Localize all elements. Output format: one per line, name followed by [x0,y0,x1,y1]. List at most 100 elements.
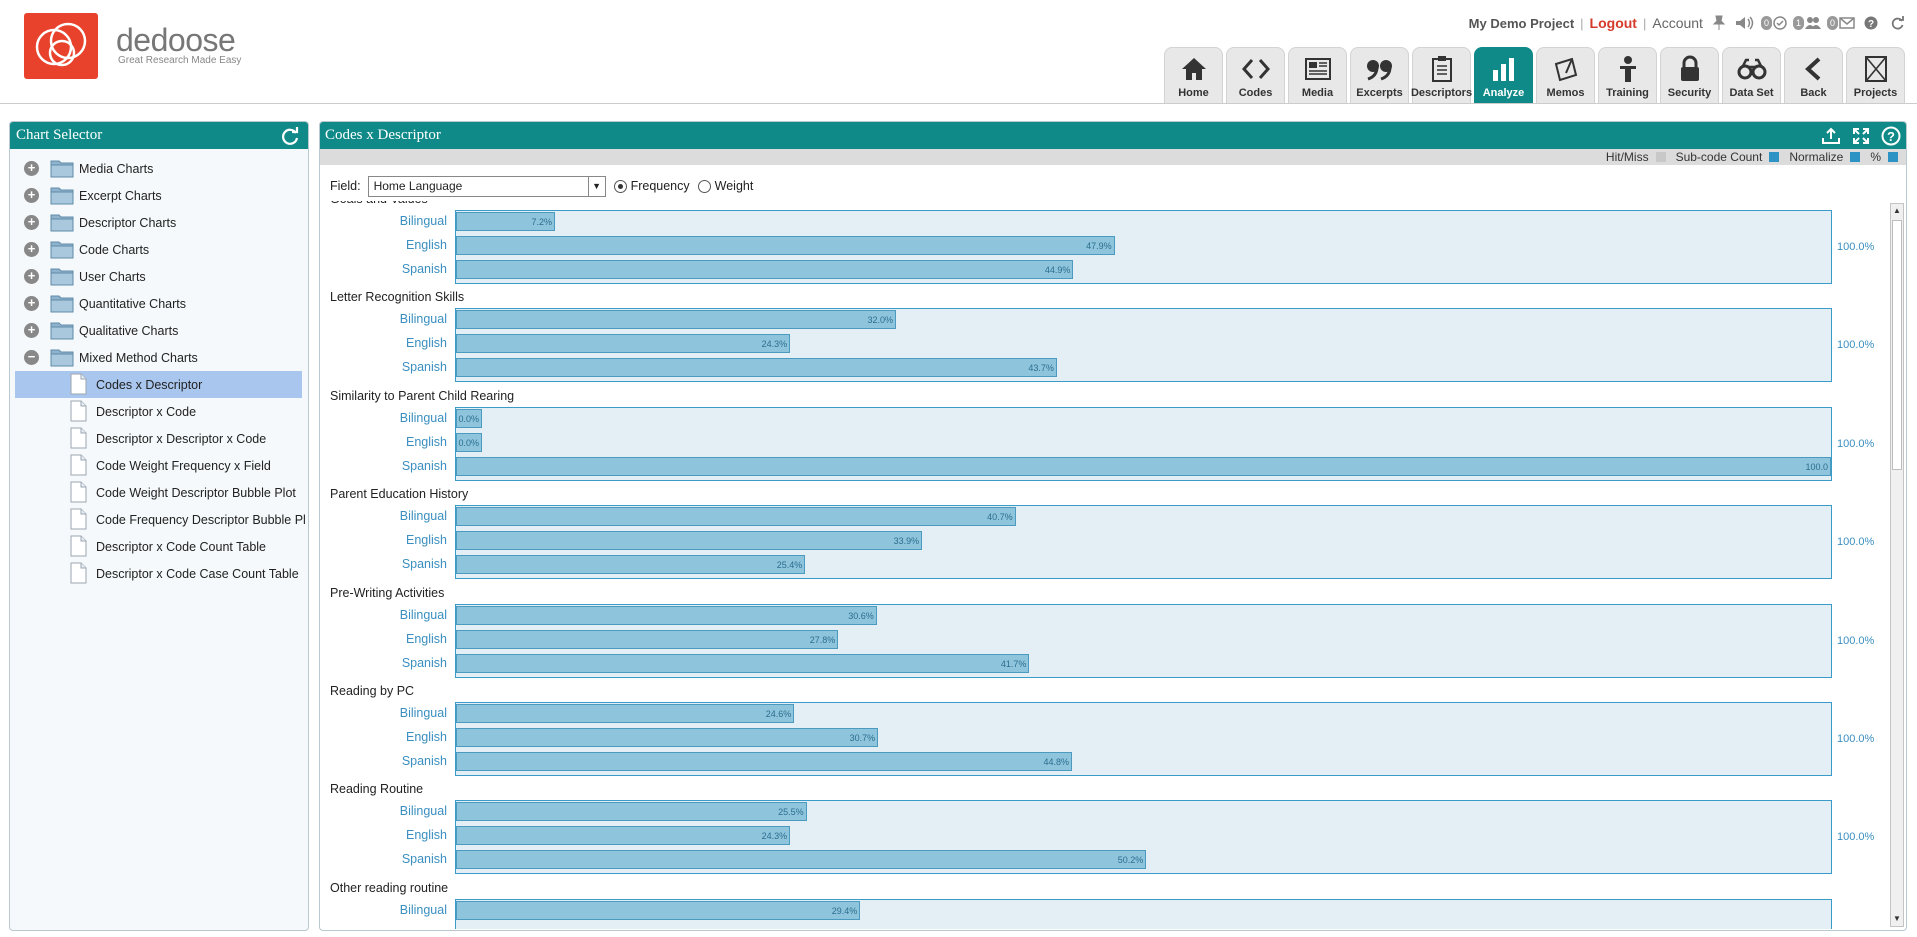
scroll-up-arrow-icon[interactable]: ▲ [1893,206,1901,215]
export-icon[interactable] [1820,125,1842,147]
nav-tab-descriptors[interactable]: Descriptors [1410,47,1473,103]
nav-tab-label: Projects [1853,87,1898,99]
percent-checkbox[interactable] [1888,152,1898,162]
nav-tab-excerpts[interactable]: Excerpts [1350,47,1409,103]
tree-folder-quantitative-charts[interactable]: + Quantitative Charts [10,290,308,317]
tree-item-code-frequency-descriptor-bubble-pl[interactable]: Code Frequency Descriptor Bubble Pl [10,506,308,533]
hit-miss-checkbox[interactable] [1655,152,1666,162]
bar[interactable]: 25.5% [456,802,807,822]
tree-item-code-weight-frequency-x-field[interactable]: Code Weight Frequency x Field [10,452,308,479]
tree-folder-code-charts[interactable]: + Code Charts [10,236,308,263]
folder-icon [50,239,74,259]
pin-icon[interactable] [1709,14,1729,32]
expand-icon[interactable]: + [24,215,39,230]
bar[interactable]: 40.7% [456,507,1016,527]
subcode-count-checkbox[interactable] [1769,152,1780,162]
nav-tab-codes[interactable]: Codes [1226,47,1285,103]
tree-item-descriptor-x-code-count-table[interactable]: Descriptor x Code Count Table [10,533,308,560]
bar[interactable]: 32.0% [456,310,896,330]
bar[interactable]: 0.0% [456,432,482,452]
bar[interactable]: 47.9% [456,236,1115,255]
bar[interactable]: 24.3% [456,826,791,846]
bar[interactable]: 25.4% [456,555,806,575]
scroll-down-arrow-icon[interactable]: ▼ [1893,914,1901,923]
bar[interactable]: 30.7% [456,728,879,747]
tree-folder-excerpt-charts[interactable]: + Excerpt Charts [10,182,308,209]
bar[interactable]: 24.6% [456,704,795,723]
tree-folder-mixed-method-charts[interactable]: − Mixed Method Charts [10,344,308,371]
field-select[interactable]: Home Language ▼ [367,175,606,197]
nav-tab-memos[interactable]: Memos [1536,47,1595,103]
logout-link[interactable]: Logout [1589,15,1637,31]
normalize-checkbox[interactable] [1850,152,1861,162]
users-indicator[interactable]: 1 [1792,14,1821,32]
expand-icon[interactable] [1850,125,1872,147]
nav-tab-projects[interactable]: Projects [1846,47,1905,103]
tree-item-codes-x-descriptor[interactable]: Codes x Descriptor [15,371,302,398]
bar[interactable]: 41.7% [456,653,1030,673]
tree-item-descriptor-x-code[interactable]: Descriptor x Code [10,398,308,425]
refresh-icon[interactable] [280,126,300,146]
scrollbar-thumb[interactable] [1892,220,1902,470]
nav-tab-analyze[interactable]: Analyze [1474,47,1533,103]
nav-tab-label: Descriptors [1410,87,1473,99]
project-name-link[interactable]: My Demo Project [1468,15,1575,31]
collapse-icon[interactable]: − [24,350,39,365]
dedoose-logo[interactable] [24,13,98,79]
nav-tab-training[interactable]: Training [1598,47,1657,103]
tree-folder-user-charts[interactable]: + User Charts [10,263,308,290]
expand-icon[interactable]: + [24,323,39,338]
tree-item-label: Descriptor x Code Case Count Table [96,567,299,581]
nav-tab-label: Media [1301,87,1334,99]
nav-tab-data-set[interactable]: Data Set [1722,47,1781,103]
bar[interactable]: 50.2% [456,850,1147,870]
nav-tab-media[interactable]: Media [1288,47,1347,103]
nav-tab-back[interactable]: Back [1784,47,1843,103]
bar[interactable]: 0.0% [456,408,482,428]
nav-tab-security[interactable]: Security [1660,47,1719,103]
bar[interactable]: 33.9% [456,531,923,551]
expand-icon[interactable]: + [24,269,39,284]
expand-icon[interactable]: + [24,188,39,203]
mail-indicator[interactable]: 0 [1826,14,1855,32]
folder-icon [50,212,74,232]
checks-indicator[interactable]: 0 [1760,14,1787,32]
bar[interactable]: 7.2% [456,212,555,231]
nav-tab-home[interactable]: Home [1164,47,1223,103]
memo-icon [1551,55,1581,83]
bar[interactable]: 29.4% [456,900,861,920]
tree-item-descriptor-x-code-case-count-table[interactable]: Descriptor x Code Case Count Table [10,560,308,587]
bar[interactable]: 100.0 [456,456,1831,476]
weight-radio[interactable] [697,179,711,193]
bar[interactable]: 27.8% [456,629,839,649]
code-group-title: Other reading routine [330,880,449,895]
account-link[interactable]: Account [1652,15,1703,31]
tree-folder-qualitative-charts[interactable]: + Qualitative Charts [10,317,308,344]
sound-icon[interactable] [1735,14,1755,32]
frequency-radio[interactable] [613,179,627,193]
bar-category-label: Bilingual [399,410,447,425]
sync-icon[interactable] [1887,14,1907,32]
group-total-label: 100.0% [1837,437,1875,450]
chart-options-bar: Hit/Miss Sub-code Count Normalize % [320,149,1906,165]
bar[interactable]: 43.7% [456,358,1057,378]
tree-folder-descriptor-charts[interactable]: + Descriptor Charts [10,209,308,236]
tree-item-code-weight-descriptor-bubble-plot[interactable]: Code Weight Descriptor Bubble Plot [10,479,308,506]
bar[interactable]: 24.3% [456,334,791,354]
bar[interactable]: 44.8% [456,752,1072,771]
tree-item-label: Descriptor x Code [96,405,197,419]
chart-scrollbar[interactable]: ▲ ▼ [1890,203,1904,927]
bar[interactable]: 44.9% [456,260,1074,279]
help-icon[interactable]: ? [1861,14,1881,32]
bar[interactable]: 30.6% [456,605,877,625]
tree-folder-media-charts[interactable]: + Media Charts [10,155,308,182]
tree-item-descriptor-x-descriptor-x-code[interactable]: Descriptor x Descriptor x Code [10,425,308,452]
weight-label: Weight [714,179,754,193]
chevron-down-icon[interactable]: ▼ [587,176,605,196]
bar-category-label: Bilingual [399,902,447,917]
expand-icon[interactable]: + [24,296,39,311]
bar-value-label: 24.3% [761,339,788,350]
help-icon[interactable]: ? [1880,125,1902,147]
expand-icon[interactable]: + [24,242,39,257]
expand-icon[interactable]: + [24,161,39,176]
